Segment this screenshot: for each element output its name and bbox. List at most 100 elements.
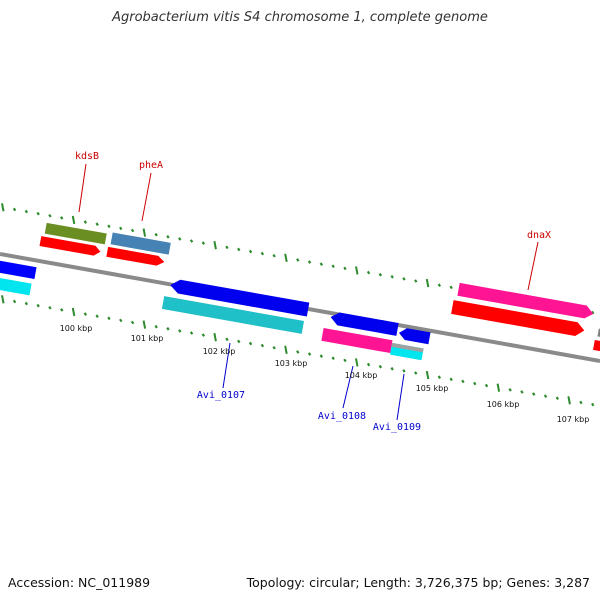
Avi_0108-gene-arrow[interactable] [329,311,399,336]
minor-tick-row0 [437,283,442,287]
minor-tick-row0 [366,270,371,275]
Avi_0107-cds-box[interactable] [161,296,304,334]
minor-tick-row1 [36,303,40,308]
minor-tick-row1 [225,337,229,342]
gene-labels: kdsB pheA dnaX Avi_0107 Avi_0108 Avi_010… [75,151,551,433]
minor-tick-row1 [555,396,560,401]
minor-tick-row0 [12,207,17,212]
major-tick-row1 [425,370,430,380]
minor-tick-row1 [508,388,512,392]
minor-tick-row0 [319,262,324,266]
minor-tick-row0 [154,232,158,237]
left-gene-box[interactable] [0,260,37,280]
minor-tick-row1 [378,364,383,369]
dnaX-leader [527,241,539,291]
kdsB-label[interactable]: kdsB [75,151,99,162]
minor-tick-row1 [296,350,300,354]
minor-tick-row0 [237,247,241,252]
kdsB-cds-arrow[interactable] [39,236,102,257]
minor-tick-row0 [390,275,394,279]
kdsB-gene-box[interactable] [44,222,107,245]
minor-tick-row0 [402,277,406,281]
Avi_0109-cds-stripe [391,342,424,353]
minor-tick-row1 [331,356,335,361]
Avi_0107-label[interactable]: Avi_0107 [197,390,245,401]
minor-tick-row0 [189,239,194,243]
minor-tick-row0 [331,264,335,269]
minor-tick-row0 [378,272,383,277]
minor-tick-row1 [166,327,170,331]
accession-text: Accession: NC_011989 [8,575,151,590]
left-cds-box[interactable] [0,277,32,296]
pheA-cds-arrow[interactable] [106,246,165,267]
major-tick-row1 [567,396,571,405]
minor-tick-row1 [189,331,194,335]
minor-tick-row1 [248,341,253,346]
major-tick-row1 [284,345,288,355]
minor-tick-row0 [36,211,40,216]
minor-tick-row1 [543,394,548,398]
major-tick-row0 [71,215,76,225]
minor-tick-row1 [260,343,265,348]
minor-tick-row0 [414,279,418,283]
minor-tick-row1 [60,308,64,312]
next-cds-box[interactable] [593,340,600,352]
pheA-label[interactable]: pheA [139,160,163,171]
minor-tick-row0 [449,285,453,290]
minor-tick-row1 [130,320,135,325]
Avi_0107-gene-arrow[interactable] [169,278,310,317]
minor-tick-row0 [83,220,88,224]
minor-tick-row1 [449,377,453,382]
minor-tick-row1 [95,314,99,318]
minor-tick-row1 [119,318,123,323]
scale-label-106kbp: 106 kbp [487,400,520,409]
minor-tick-row1 [532,392,536,396]
Avi_0108-label[interactable]: Avi_0108 [318,411,366,422]
minor-tick-row1 [402,369,406,373]
scale-label-103kbp: 103 kbp [275,359,308,368]
minor-tick-row0 [60,216,64,220]
Avi_0108-cds-box[interactable] [321,327,393,354]
minor-tick-row1 [24,301,29,306]
minor-tick-row0 [248,249,253,254]
minor-tick-row1 [484,383,489,388]
minor-tick-row0 [95,222,99,226]
Avi_0109-leader [396,373,405,421]
pheA-gene-box[interactable] [110,232,171,255]
minor-tick-row0 [24,209,29,214]
minor-tick-row0 [343,266,347,271]
Avi_0108-leader [342,365,354,409]
major-tick-row1 [355,358,359,367]
minor-tick-row1 [178,329,182,333]
minor-tick-row1 [520,390,524,394]
scale-labels: 100 kbp 101 kbp 102 kbp 103 kbp 104 kbp … [60,324,590,424]
minor-tick-row1 [201,333,206,337]
dnaX-cds-arrow[interactable] [451,300,585,337]
minor-tick-row1 [591,402,595,407]
major-tick-row0 [425,278,430,288]
Avi_0109-label[interactable]: Avi_0109 [373,422,421,433]
minor-tick-row1 [414,371,418,375]
minor-tick-row0 [225,245,229,250]
scale-label-105kbp: 105 kbp [416,384,449,393]
major-tick-row0 [355,266,359,275]
scale-label-101kbp: 101 kbp [131,334,164,343]
scale-label-107kbp: 107 kbp [557,415,590,424]
minor-tick-row1 [307,352,312,356]
minor-tick-row0 [201,241,206,245]
minor-tick-row0 [119,226,123,231]
major-tick-row1 [142,320,147,329]
minor-tick-row0 [307,260,312,264]
minor-tick-row0 [48,213,52,218]
major-tick-row0 [1,203,5,212]
major-tick-row1 [71,307,76,317]
minor-tick-row1 [390,367,394,371]
minor-tick-row1 [579,400,583,405]
Avi_0109-gene-arrow[interactable] [398,327,431,345]
minor-tick-row1 [437,375,442,379]
dnaX-gene-arrow[interactable] [457,282,594,320]
forward-features [39,222,600,352]
dnaX-label[interactable]: dnaX [527,230,551,241]
major-tick-row0 [142,228,147,237]
